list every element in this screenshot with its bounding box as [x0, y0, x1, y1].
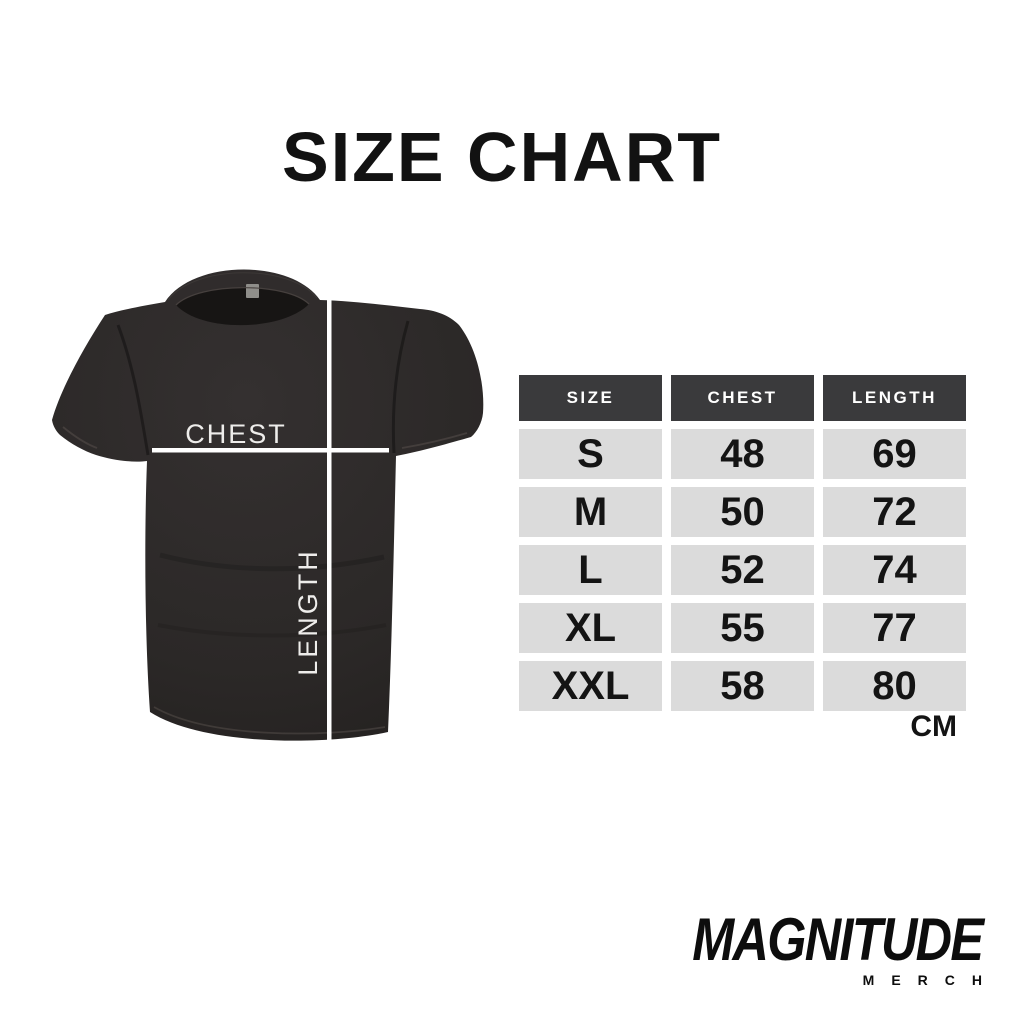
table-cell-size: L	[519, 545, 662, 595]
table-cell-length: 74	[823, 545, 966, 595]
bottom-hem-seam	[153, 706, 386, 735]
table-cell-chest: 50	[671, 487, 814, 537]
right-armhole-seam	[391, 320, 410, 454]
column-header-length: LENGTH	[823, 375, 966, 421]
table-cell-length: 72	[823, 487, 966, 537]
brand-logo: MAGNITUDE MERCH	[637, 906, 984, 987]
table-cell-size: S	[519, 429, 662, 479]
size-table: SIZE CHEST LENGTH S 48 69 M 50 72 L 52 7…	[519, 375, 966, 711]
brand-subtitle: MERCH	[862, 972, 999, 989]
table-cell-length: 80	[823, 661, 966, 711]
right-sleeve-hem-seam	[401, 432, 468, 449]
wrinkle	[157, 623, 387, 638]
table-cell-chest: 55	[671, 603, 814, 653]
column-header-chest: CHEST	[671, 375, 814, 421]
table-cell-size: XXL	[519, 661, 662, 711]
tshirt-measurement-diagram: CHEST LENGTH	[30, 255, 510, 770]
table-cell-chest: 58	[671, 661, 814, 711]
tshirt-illustration	[52, 269, 484, 753]
tshirt-body	[52, 269, 484, 741]
chest-measure-label: CHEST	[185, 419, 287, 449]
length-measure-label: LENGTH	[293, 548, 323, 676]
left-sleeve-hem-seam	[62, 426, 98, 449]
chest-measure-line	[152, 448, 389, 453]
table-cell-chest: 52	[671, 545, 814, 595]
unit-label: CM	[910, 710, 957, 743]
length-measure-line	[327, 277, 332, 753]
collar-outer-seam	[167, 272, 318, 301]
brand-name: MAGNITUDE	[691, 906, 984, 973]
neck-tag	[246, 284, 259, 298]
left-armhole-seam	[116, 324, 150, 456]
wrinkle	[159, 552, 385, 572]
collar-seam	[175, 287, 310, 306]
table-cell-size: M	[519, 487, 662, 537]
table-cell-length: 69	[823, 429, 966, 479]
collar-opening	[176, 287, 309, 326]
table-cell-chest: 48	[671, 429, 814, 479]
table-cell-length: 77	[823, 603, 966, 653]
page-title: SIZE CHART	[282, 118, 722, 196]
table-cell-size: XL	[519, 603, 662, 653]
column-header-size: SIZE	[519, 375, 662, 421]
